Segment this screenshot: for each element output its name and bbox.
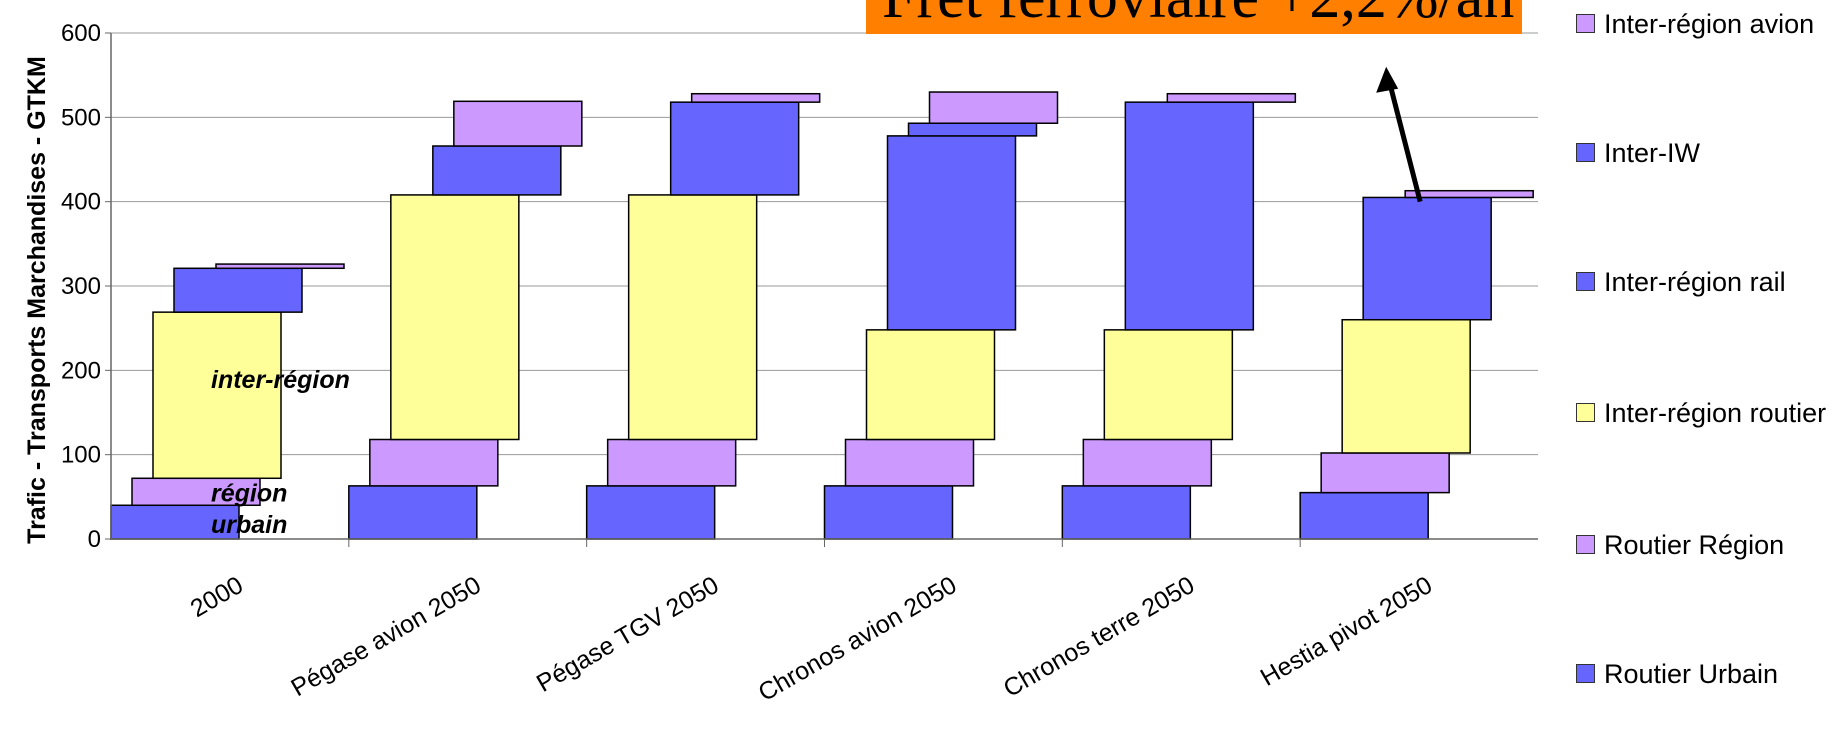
bar-segment xyxy=(690,92,821,103)
bar-annotation: urbain xyxy=(211,511,287,539)
y-tick-label: 0 xyxy=(88,526,101,553)
banner-text: Fret ferroviaire +2,2%/an xyxy=(882,0,1514,33)
x-tick-label: Hestia pivot 2050 xyxy=(1256,571,1437,692)
y-tick-label: 400 xyxy=(61,189,101,216)
bar-annotation: inter-région xyxy=(211,366,350,394)
bar-segment xyxy=(1124,101,1255,331)
legend-label: Routier Urbain xyxy=(1604,659,1779,689)
bar-segment xyxy=(1103,329,1234,441)
bar-segment xyxy=(1299,491,1429,540)
legend: Inter-région avion Inter-IW Inter-région r… xyxy=(1576,0,1846,700)
bar-segment xyxy=(348,485,478,540)
bar-segment xyxy=(453,100,583,147)
x-tick-label: Pégase TGV 2050 xyxy=(532,571,724,698)
bar-segment xyxy=(669,101,800,196)
bar-segment xyxy=(390,194,520,441)
bar-segment xyxy=(585,485,716,540)
y-tick-label: 300 xyxy=(61,273,101,300)
bar-segment xyxy=(369,438,499,487)
legend-label: Routier Région xyxy=(1604,530,1785,560)
growth-arrow xyxy=(1376,66,1423,203)
legend-swatch xyxy=(1576,403,1595,422)
x-tick-label: 2000 xyxy=(186,571,248,623)
x-tick-label: Chronos terre 2050 xyxy=(999,571,1200,703)
y-tick-label: 100 xyxy=(61,442,101,469)
legend-label: Inter-IW xyxy=(1604,138,1701,168)
x-tick-label: Pégase avion 2050 xyxy=(286,571,485,702)
bar-segment xyxy=(131,477,261,507)
bar-segment xyxy=(1404,189,1534,199)
rail-freight-banner: Fret ferroviaire +2,2%/an xyxy=(866,0,1522,34)
x-tick-labels: 2000 Pégase avion 2050 Pégase TGV 2050 Chro… xyxy=(186,571,1437,707)
bar-segment xyxy=(432,145,562,196)
bar-segment xyxy=(823,485,954,540)
bar-segment xyxy=(844,438,975,487)
bar-segment xyxy=(1362,196,1492,321)
y-axis-title: Trafic - Transports Marchandises - GTKM xyxy=(23,56,51,544)
legend-label: Inter-région rail xyxy=(1604,267,1786,297)
bar-segment xyxy=(173,267,303,313)
bar-segment xyxy=(1166,92,1297,103)
y-tick-label: 500 xyxy=(61,104,101,131)
bar-segment xyxy=(215,263,345,270)
axes xyxy=(110,33,1538,547)
bar-segment xyxy=(907,122,1038,137)
bar-segment xyxy=(1320,452,1450,494)
bar-segment xyxy=(1061,485,1192,540)
arrow-shaft xyxy=(1387,84,1423,203)
arrow-head xyxy=(1376,66,1399,93)
bar-segment xyxy=(1082,438,1213,487)
bars xyxy=(110,91,1534,540)
bar-segment xyxy=(152,311,282,480)
legend-swatch xyxy=(1576,14,1595,33)
y-tick-label: 200 xyxy=(61,357,101,384)
bar-segment xyxy=(1341,318,1471,454)
legend-label: Inter-région avion xyxy=(1604,9,1815,39)
y-tick-label: 600 xyxy=(61,20,101,47)
legend-label: Inter-région routier xyxy=(1604,398,1827,428)
legend-swatch xyxy=(1576,535,1595,554)
legend-swatch xyxy=(1576,272,1595,291)
x-tick-label: Chronos avion 2050 xyxy=(754,571,962,707)
bar-segment xyxy=(606,438,737,487)
bar-segment xyxy=(627,194,758,441)
bar-segment xyxy=(928,91,1059,124)
bar-annotation: région xyxy=(211,480,287,508)
bar-segment xyxy=(110,504,240,540)
annotations: inter-région région urbain xyxy=(211,366,350,539)
bar-segment xyxy=(865,329,996,441)
legend-swatch xyxy=(1576,143,1595,162)
y-tick-labels: 0 100 200 300 400 500 600 xyxy=(61,20,101,553)
bar-segment xyxy=(886,135,1017,331)
legend-swatch xyxy=(1576,664,1595,683)
